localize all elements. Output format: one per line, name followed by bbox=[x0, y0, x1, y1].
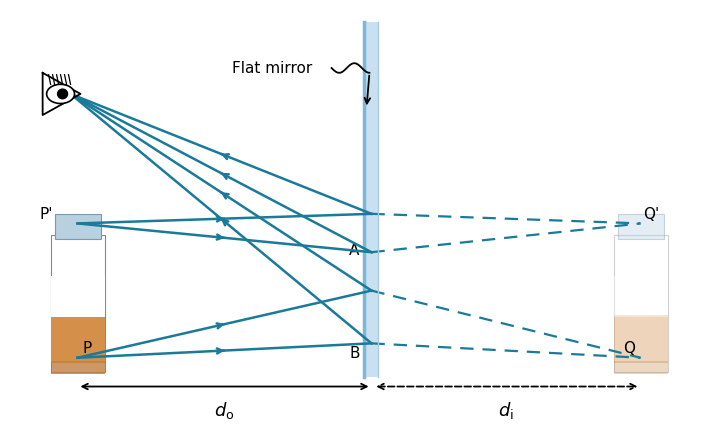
Ellipse shape bbox=[46, 84, 74, 104]
Text: Q': Q' bbox=[643, 207, 660, 222]
Bar bbox=[51, 276, 106, 317]
Bar bbox=[614, 361, 668, 374]
Bar bbox=[51, 361, 106, 374]
Bar bbox=[364, 22, 378, 377]
Bar bbox=[55, 214, 101, 239]
Bar bbox=[51, 235, 106, 372]
Bar bbox=[614, 235, 668, 372]
Ellipse shape bbox=[58, 89, 67, 99]
Text: P: P bbox=[82, 341, 92, 356]
Bar bbox=[614, 314, 668, 363]
Text: Flat mirror: Flat mirror bbox=[232, 60, 312, 75]
Text: $d_\mathrm{o}$: $d_\mathrm{o}$ bbox=[214, 400, 235, 421]
Text: $d_\mathrm{i}$: $d_\mathrm{i}$ bbox=[498, 400, 514, 421]
Text: P': P' bbox=[40, 207, 54, 222]
Bar bbox=[614, 276, 668, 317]
Bar bbox=[51, 314, 106, 363]
Bar bbox=[617, 214, 664, 239]
Text: B: B bbox=[349, 346, 359, 361]
Text: Q: Q bbox=[623, 341, 636, 356]
Text: A: A bbox=[349, 243, 359, 258]
